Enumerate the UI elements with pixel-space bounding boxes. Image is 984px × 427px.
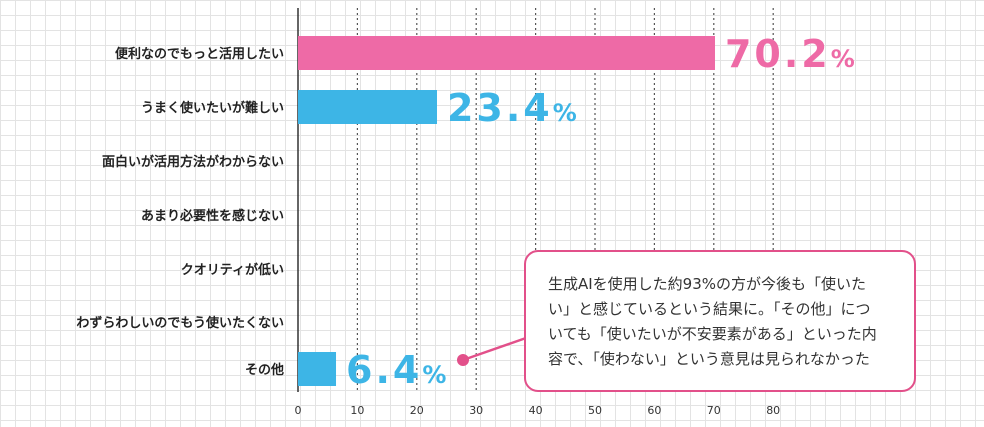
data-label: 6.4%	[346, 348, 449, 392]
bars	[298, 36, 715, 386]
callout-line: 生成AIを使用した約93%の方が今後も「使いた	[548, 275, 867, 293]
data-label-percent: %	[831, 45, 858, 73]
x-tick-label: 30	[469, 404, 483, 417]
callout-line: 容で、「使わない」という意見は見られなかった	[548, 350, 870, 368]
data-label-percent: %	[553, 99, 580, 127]
x-tick-label: 70	[707, 404, 721, 417]
callout-line: い」と感じているという結果に。「その他」につ	[548, 300, 871, 318]
pointer-dot	[457, 354, 469, 366]
callout-box: 生成AIを使用した約93%の方が今後も「使いた い」と感じているという結果に。「…	[524, 250, 916, 392]
category-label: あまり必要性を感じない	[141, 208, 284, 224]
callout-pointer	[457, 336, 527, 366]
x-tick-label: 0	[295, 404, 302, 417]
category-label: クオリティが低い	[181, 262, 284, 278]
data-label-number: 6.4	[346, 348, 422, 392]
x-tick-label: 20	[410, 404, 424, 417]
x-tick-label: 40	[529, 404, 543, 417]
category-label: 面白いが活用方法がわからない	[102, 154, 284, 170]
x-tick-label: 60	[647, 404, 661, 417]
category-label: その他	[245, 362, 284, 378]
bar	[298, 90, 437, 124]
category-labels: 便利なのでもっと活用したいうまく使いたいが難しい面白いが活用方法がわからないあま…	[76, 46, 284, 378]
x-tick-label: 80	[766, 404, 780, 417]
category-label: うまく使いたいが難しい	[141, 100, 284, 116]
bar	[298, 36, 715, 70]
pointer-line	[462, 336, 527, 362]
data-label: 23.4%	[447, 86, 580, 130]
x-axis-tick-labels: 0 10 20 30 40 50 60 70 80	[295, 404, 781, 417]
callout-line: いても「使いたいが不安要素がある」といった内	[548, 325, 877, 343]
data-label: 70.2%	[725, 32, 858, 76]
bar	[298, 352, 337, 386]
x-tick-label: 10	[350, 404, 364, 417]
data-labels: 70.2%23.4%6.4%	[346, 32, 858, 392]
category-label: 便利なのでもっと活用したい	[115, 46, 284, 62]
data-label-number: 23.4	[447, 86, 553, 130]
x-tick-label: 50	[588, 404, 602, 417]
data-label-number: 70.2	[725, 32, 831, 76]
data-label-percent: %	[422, 361, 449, 389]
category-label: わずらわしいのでもう使いたくない	[76, 315, 284, 331]
